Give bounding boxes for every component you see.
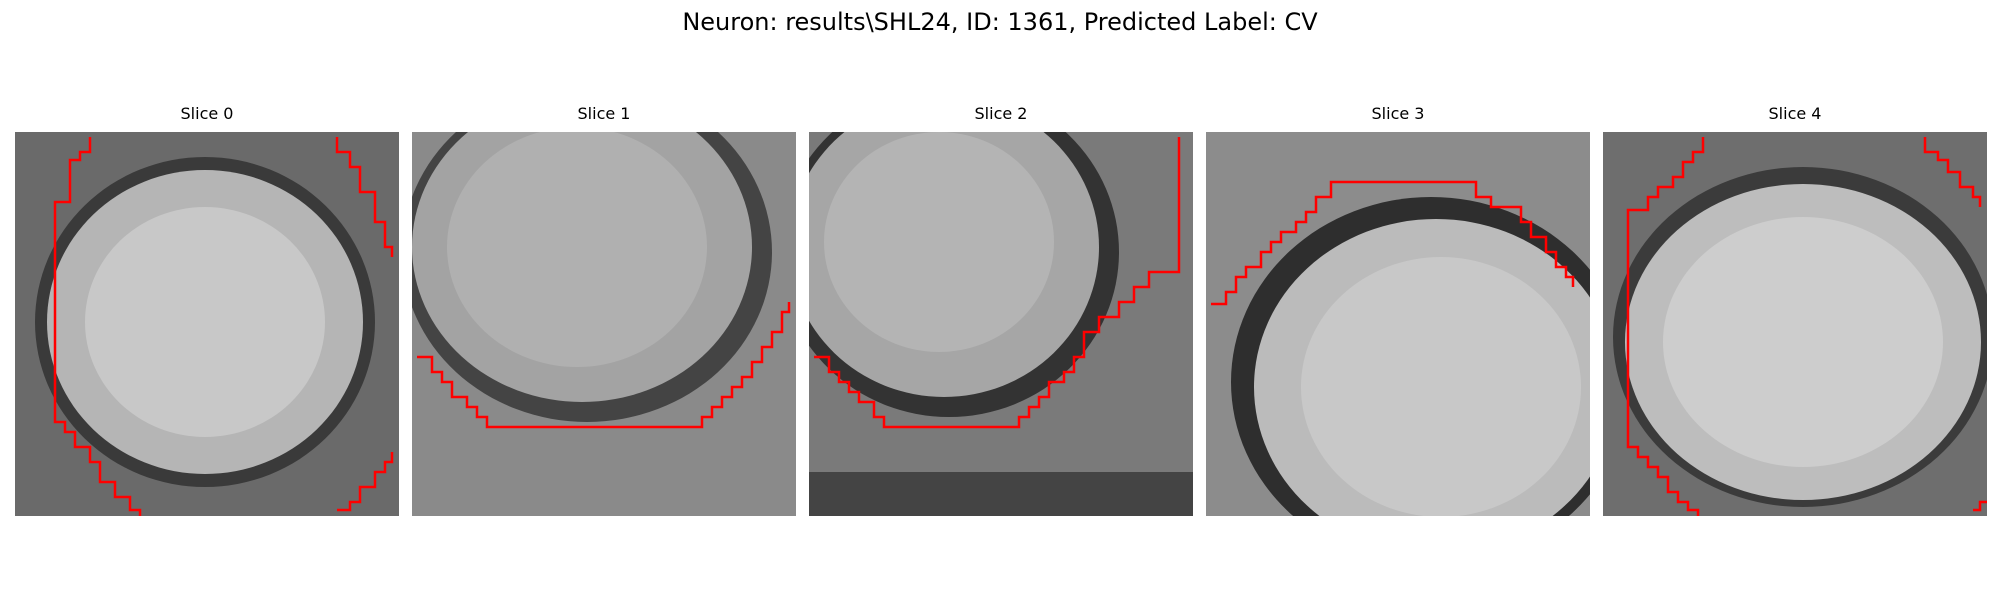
contour-line — [335, 137, 394, 257]
slice-title: Slice 1 — [577, 104, 631, 123]
slice-image-4 — [1603, 132, 1987, 516]
contour-line — [814, 137, 1181, 429]
contour-line — [1973, 500, 1987, 512]
contour-line — [1211, 180, 1575, 306]
contour-line — [417, 302, 791, 429]
slice-title: Slice 0 — [180, 104, 234, 123]
slice-image-0 — [15, 132, 399, 516]
slice-image-3 — [1206, 132, 1590, 516]
contour-line — [337, 452, 394, 512]
slice-image-2 — [809, 132, 1193, 516]
slice-image-1 — [412, 132, 796, 516]
slice-title: Slice 3 — [1371, 104, 1425, 123]
figure-title: Neuron: results\SHL24, ID: 1361, Predict… — [682, 8, 1318, 36]
slice-title: Slice 2 — [974, 104, 1028, 123]
slice-title: Slice 4 — [1768, 104, 1822, 123]
contour-line — [1626, 137, 1705, 516]
contour-line — [53, 137, 142, 516]
contour-line — [1923, 137, 1982, 207]
